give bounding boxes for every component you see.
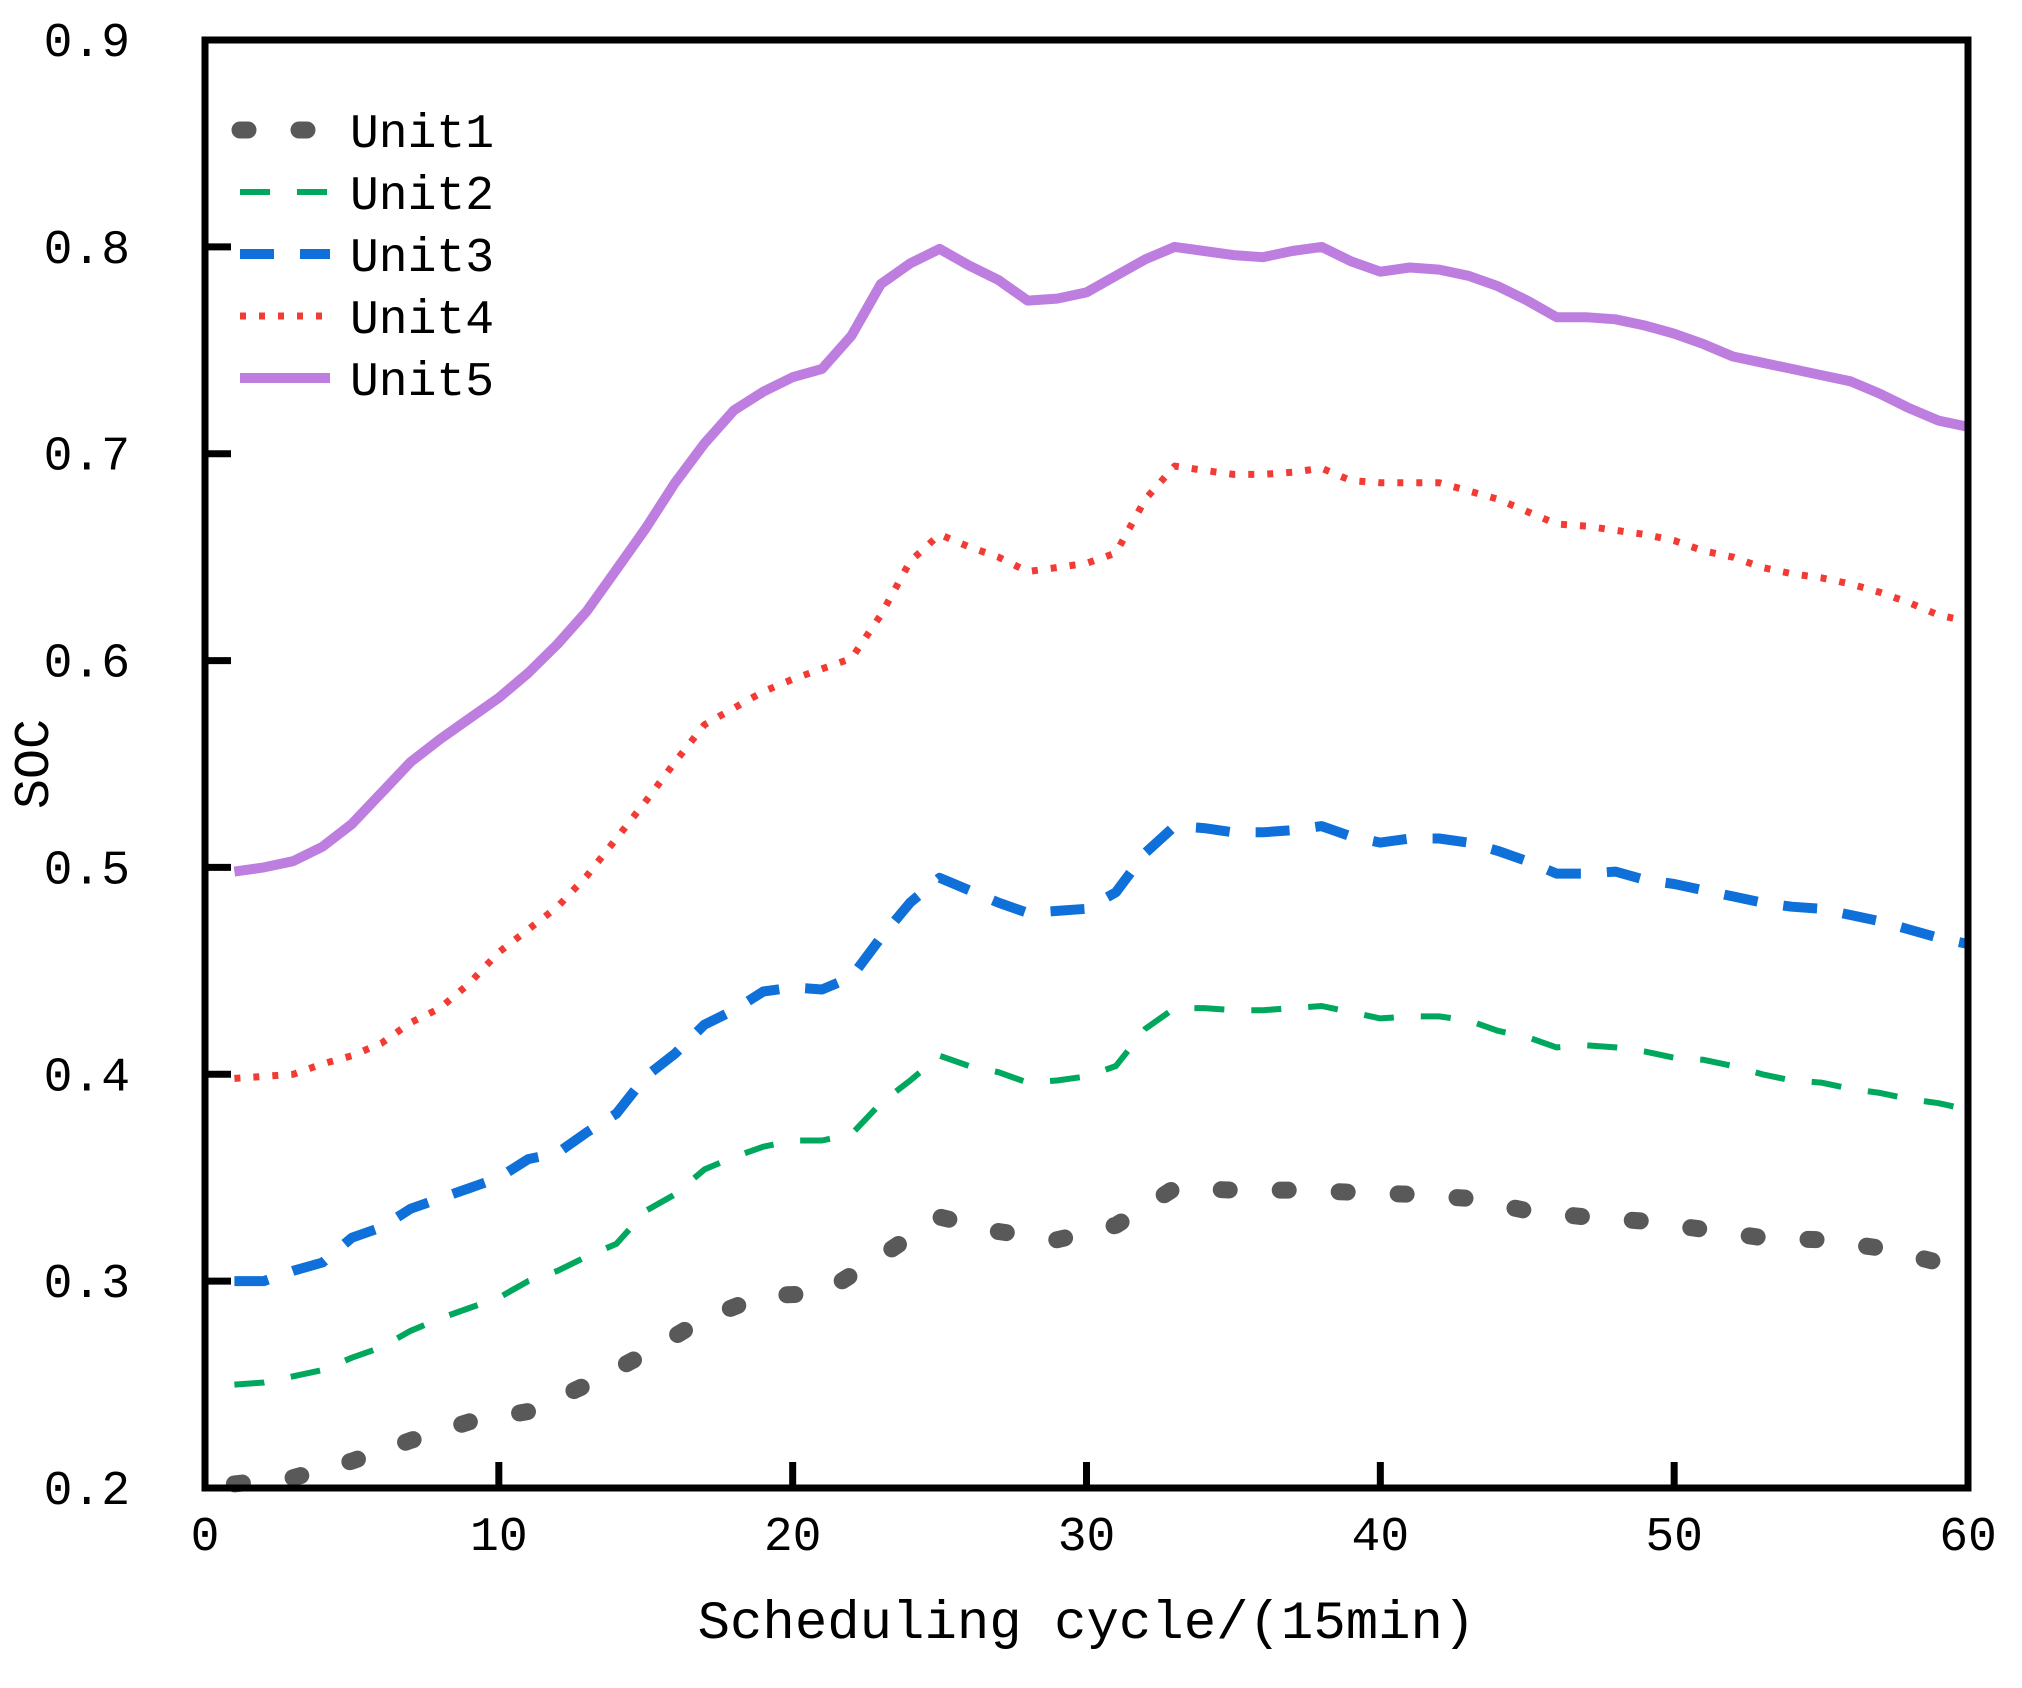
y-axis-title: SOC	[7, 719, 64, 809]
legend-item-unit3: Unit3	[240, 232, 494, 286]
x-tick-label: 10	[470, 1511, 528, 1565]
series-line-unit4	[234, 462, 1969, 1082]
legend-item-unit4: Unit4	[240, 294, 494, 348]
legend-label-unit4: Unit4	[350, 294, 494, 348]
y-tick-label: 0.8	[44, 224, 130, 278]
legend: Unit1 Unit2 Unit3 Unit4 Unit5	[231, 108, 494, 410]
series-line-unit3	[234, 821, 1970, 1287]
y-tick-label: 0.2	[44, 1465, 130, 1519]
x-tick-label: 20	[764, 1511, 822, 1565]
x-tick-label: 60	[1939, 1511, 1997, 1565]
x-tick-label: 0	[191, 1511, 220, 1565]
y-tick-label: 0.4	[44, 1051, 130, 1105]
legend-label-unit3: Unit3	[350, 232, 494, 286]
y-tick-label: 0.9	[44, 17, 130, 71]
y-tick-label: 0.7	[44, 431, 130, 485]
y-tick-label: 0.3	[44, 1258, 130, 1312]
x-tick-label: 40	[1352, 1511, 1410, 1565]
series-line-unit5	[233, 241, 1970, 877]
legend-label-unit5: Unit5	[350, 356, 494, 410]
x-tick-label: 50	[1645, 1511, 1703, 1565]
y-tick-label: 0.5	[44, 844, 130, 898]
series-line-unit1	[225, 1179, 1948, 1493]
legend-item-unit5: Unit5	[240, 356, 494, 410]
y-tick-label: 0.6	[44, 638, 130, 692]
x-axis-title: Scheduling cycle/(15min)	[698, 1594, 1476, 1655]
legend-item-unit1: Unit1	[231, 108, 494, 162]
legend-item-unit2: Unit2	[240, 170, 494, 224]
x-tick-label: 30	[1058, 1511, 1116, 1565]
series-line-unit2	[234, 1003, 1969, 1388]
legend-label-unit1: Unit1	[350, 108, 494, 162]
legend-label-unit2: Unit2	[350, 170, 494, 224]
